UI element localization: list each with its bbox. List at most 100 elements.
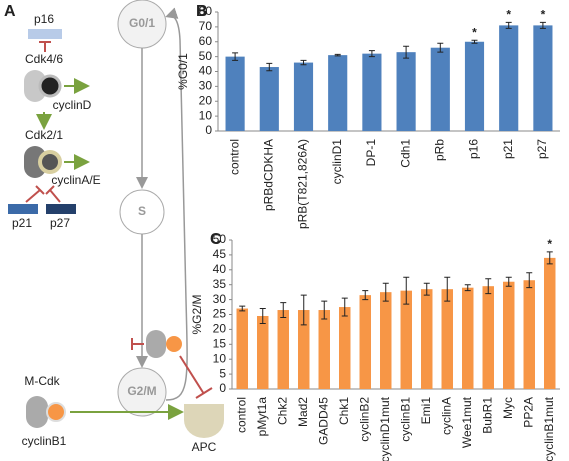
- bar: [430, 47, 450, 132]
- bar: [339, 307, 351, 389]
- p21-box: [8, 204, 38, 214]
- y-tick-label: 5: [219, 366, 226, 380]
- cyclin: [46, 402, 66, 422]
- y-axis-title: %G0/1: [176, 53, 190, 90]
- bar: [277, 310, 289, 389]
- y-tick-label: 0: [219, 381, 226, 395]
- bar: [499, 25, 519, 132]
- cyclin: [38, 74, 62, 98]
- error-bar: [239, 305, 246, 312]
- bar: [257, 315, 269, 389]
- phase: [117, 367, 167, 417]
- label: M-Cdk: [24, 374, 60, 388]
- bar: [359, 295, 371, 389]
- bar: [421, 289, 433, 389]
- error-bar: [362, 290, 369, 301]
- bar: [236, 308, 248, 389]
- label: APC: [192, 440, 217, 454]
- y-tick-label: 10: [199, 108, 213, 122]
- bar: [362, 53, 382, 131]
- y-tick-label: 40: [213, 262, 227, 276]
- bar: [462, 287, 474, 389]
- significance-mark: *: [506, 8, 511, 22]
- y-tick-label: 60: [199, 34, 213, 48]
- label: p16: [34, 12, 54, 26]
- bar: [293, 62, 314, 132]
- x-tick-label: cyclinD1mut: [378, 396, 392, 461]
- y-tick-label: 30: [199, 79, 213, 93]
- bar: [533, 25, 553, 132]
- error-bar: [259, 308, 266, 324]
- y-tick-label: 10: [213, 351, 227, 365]
- x-tick-label: control: [234, 397, 248, 433]
- error-bar: [403, 276, 410, 305]
- bar: [298, 310, 310, 389]
- label: Cdk4/6: [25, 52, 63, 66]
- x-tick-label: BubR1: [480, 397, 494, 434]
- bar: [396, 52, 416, 131]
- y-tick-label: 80: [199, 4, 213, 18]
- x-tick-label: Cdh1: [398, 139, 412, 168]
- inhibit: [131, 338, 213, 399]
- error-bar: [300, 294, 307, 326]
- x-tick-label: DP-1: [364, 139, 378, 167]
- x-tick-label: Myc: [501, 397, 515, 419]
- error-bar: [334, 53, 341, 57]
- bar: [544, 257, 556, 389]
- y-axis-title: %G2/M: [190, 294, 204, 334]
- x-tick-label: cyclinD1: [330, 139, 344, 185]
- bar: [259, 67, 279, 131]
- x-tick-label: GADD45: [316, 397, 330, 445]
- error-bar: [403, 45, 410, 59]
- x-tick-label: pRb: [432, 139, 446, 161]
- y-tick-label: 45: [213, 247, 227, 261]
- significance-mark: *: [472, 25, 477, 39]
- cdk: [146, 330, 166, 358]
- error-bar: [280, 302, 287, 318]
- panel-label: A: [4, 3, 16, 20]
- bar: [318, 310, 330, 389]
- bar: [380, 292, 392, 389]
- error-bar: [471, 39, 478, 44]
- error-bar: [464, 284, 471, 292]
- error-bar: [423, 282, 430, 296]
- error-bar: [232, 52, 239, 61]
- y-tick-label: 50: [213, 232, 227, 246]
- y-tick-label: 25: [213, 307, 227, 321]
- error-bar: [505, 21, 512, 29]
- bar: [328, 55, 348, 132]
- error-bar: [321, 300, 328, 320]
- apc-shape: [184, 404, 224, 438]
- bar: [482, 286, 494, 389]
- y-tick-label: 20: [199, 93, 213, 107]
- x-tick-label: Chk2: [275, 397, 289, 425]
- error-bar: [368, 50, 375, 58]
- x-tick-label: pMyt1a: [255, 397, 269, 437]
- p27-box: [46, 204, 76, 214]
- x-tick-label: cyclinB2: [357, 397, 371, 442]
- y-tick-label: 70: [199, 19, 213, 33]
- x-tick-label: pRB(T821,826A): [296, 139, 310, 229]
- x-tick-label: Emi1: [419, 397, 433, 425]
- error-bar: [437, 42, 444, 53]
- bar: [400, 290, 412, 389]
- label: p27: [50, 216, 70, 230]
- bar: [441, 289, 453, 389]
- x-tick-label: Wee1mut: [460, 396, 474, 448]
- x-tick-label: p16: [467, 139, 481, 159]
- label: cyclinD: [53, 98, 92, 112]
- x-tick-label: p21: [501, 139, 515, 159]
- cdk: [26, 396, 48, 428]
- error-bar: [539, 21, 546, 29]
- bar: [225, 56, 245, 131]
- bar: [503, 281, 515, 389]
- cdk: [24, 146, 46, 178]
- y-tick-label: 0: [205, 123, 212, 137]
- cdk: [24, 70, 46, 102]
- significance-mark: *: [541, 8, 546, 22]
- arrow: [165, 7, 188, 401]
- error-bar: [485, 278, 492, 295]
- y-tick-label: 30: [213, 292, 227, 306]
